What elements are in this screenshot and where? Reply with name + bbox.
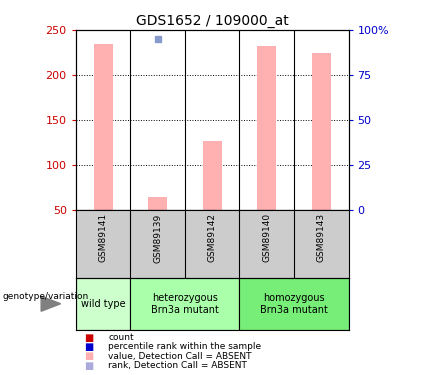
Text: GSM89142: GSM89142 (208, 213, 216, 262)
Bar (148, 196, 167, 210)
Text: rank, Detection Call = ABSENT: rank, Detection Call = ABSENT (108, 361, 247, 370)
Text: GSM89143: GSM89143 (317, 213, 326, 262)
Text: homozygous
Brn3a mutant: homozygous Brn3a mutant (260, 293, 328, 315)
Bar (312, 53, 331, 210)
Title: GDS1652 / 109000_at: GDS1652 / 109000_at (136, 13, 288, 28)
Text: wild type: wild type (81, 299, 126, 309)
Bar (130, 278, 239, 330)
Text: count: count (108, 333, 134, 342)
Text: heterozygous
Brn3a mutant: heterozygous Brn3a mutant (151, 293, 219, 315)
Text: GSM89140: GSM89140 (262, 213, 271, 262)
Text: genotype/variation: genotype/variation (2, 292, 88, 301)
Bar (94, 44, 113, 210)
Bar (257, 46, 276, 210)
Bar (76, 278, 130, 330)
Polygon shape (41, 296, 61, 311)
Text: ■: ■ (84, 361, 94, 370)
Text: GSM89139: GSM89139 (153, 213, 162, 262)
Text: ■: ■ (84, 351, 94, 361)
Text: GSM89141: GSM89141 (99, 213, 107, 262)
Text: ■: ■ (84, 333, 94, 342)
Text: ■: ■ (84, 342, 94, 352)
Text: percentile rank within the sample: percentile rank within the sample (108, 342, 262, 351)
Bar (203, 141, 222, 210)
Text: value, Detection Call = ABSENT: value, Detection Call = ABSENT (108, 352, 252, 361)
Bar (239, 278, 349, 330)
